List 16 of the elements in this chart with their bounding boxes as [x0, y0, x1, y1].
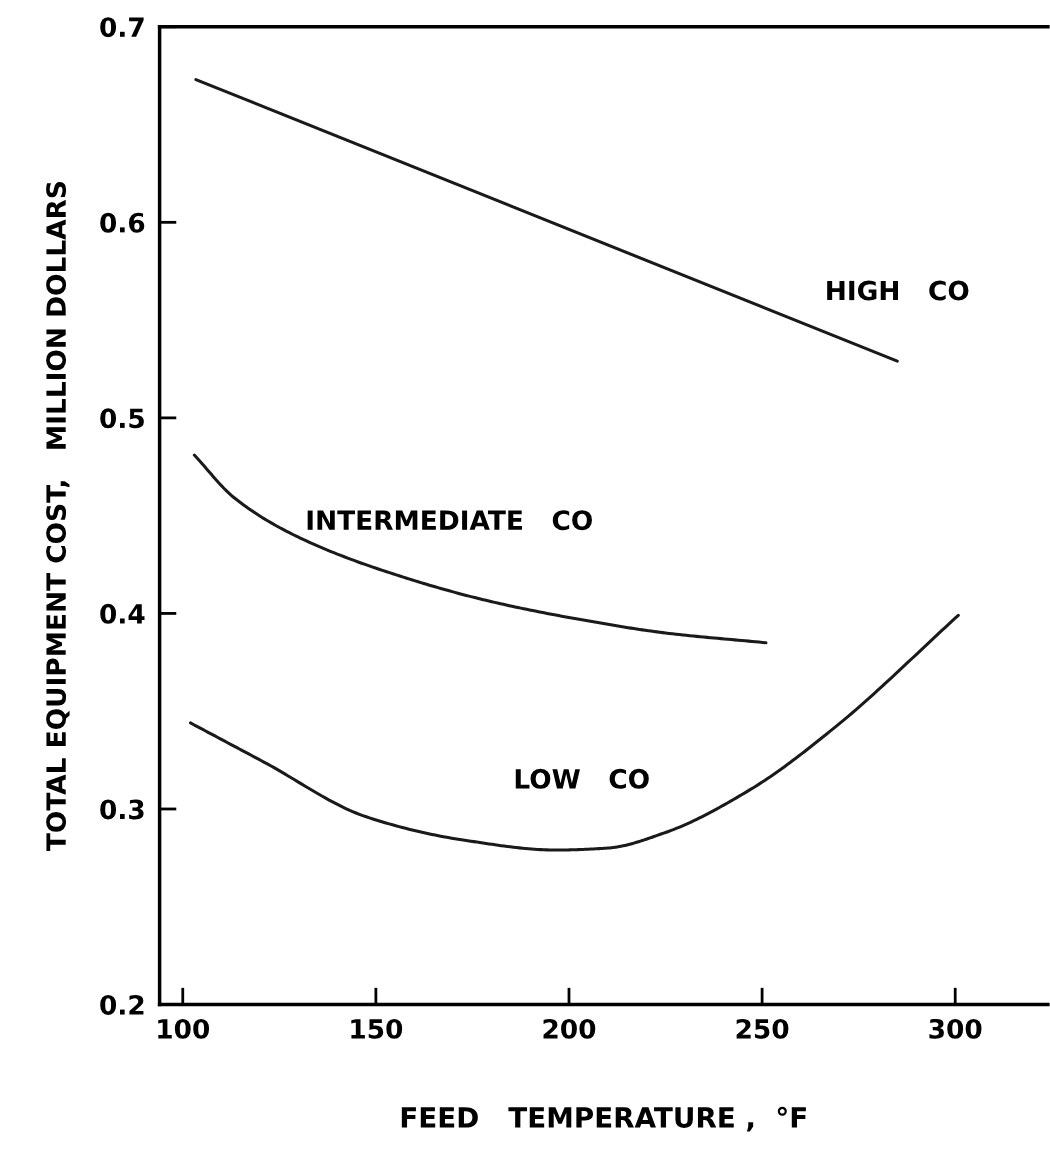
- series-label: HIGH CO: [827, 280, 969, 301]
- y-tick-label: 0.6: [100, 212, 145, 233]
- x-tick-label: 200: [543, 1018, 596, 1039]
- y-axis-title: TOTAL EQUIPMENT COST, MILLION DOLLARS: [46, 182, 70, 852]
- y-tick-label: 0.2: [100, 994, 144, 1015]
- x-tick-label: 250: [736, 1018, 789, 1039]
- y-tick-label: 0.7: [100, 17, 144, 38]
- series-label: INTERMEDIATE CO: [307, 510, 592, 531]
- y-tick-label: 0.3: [100, 799, 144, 820]
- y-tick-label: 0.5: [100, 408, 144, 429]
- x-tick-label: 150: [351, 1018, 403, 1039]
- x-axis-title: FEED TEMPERATURE , °F: [401, 1106, 806, 1132]
- y-tick-label: 0.4: [100, 603, 145, 624]
- x-tick-label: 100: [158, 1018, 210, 1039]
- series-label: LOW CO: [515, 768, 649, 789]
- x-tick-label: 300: [929, 1018, 982, 1039]
